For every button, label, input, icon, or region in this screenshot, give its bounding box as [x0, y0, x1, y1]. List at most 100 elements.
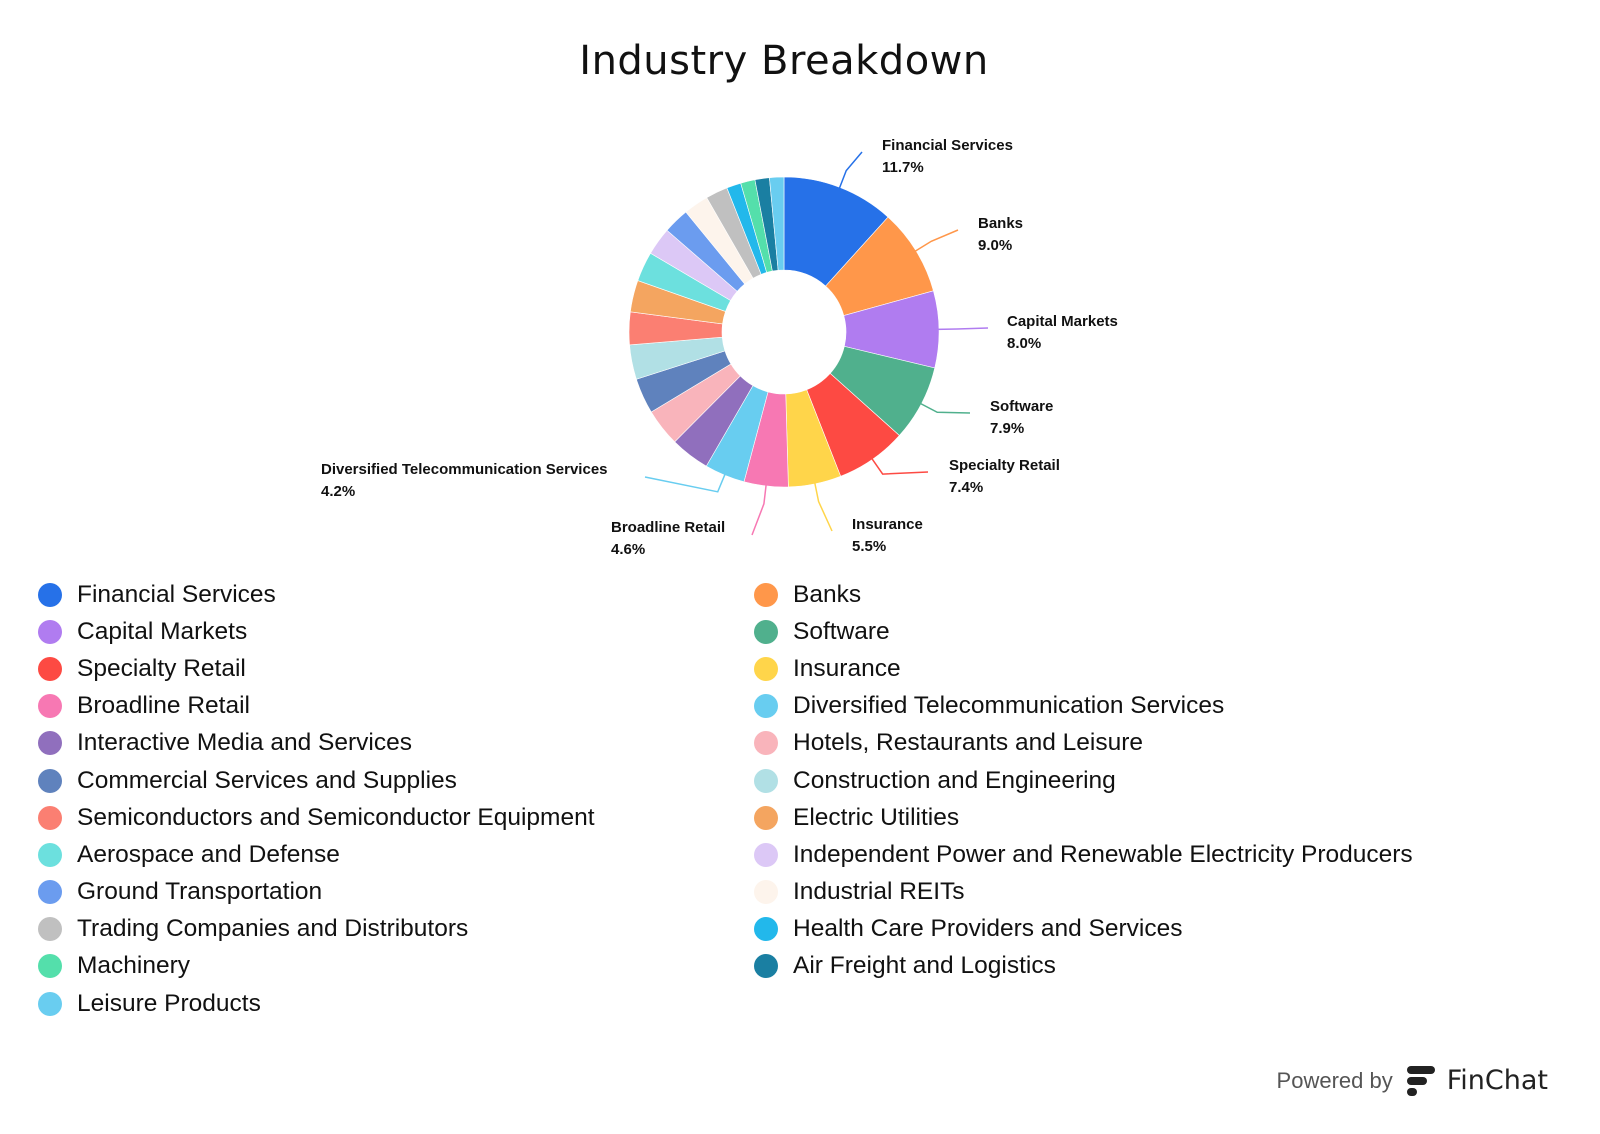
callout-label: Software 7.9%: [990, 396, 1053, 440]
legend-item[interactable]: Semiconductors and Semiconductor Equipme…: [38, 799, 754, 836]
legend-label: Semiconductors and Semiconductor Equipme…: [77, 803, 595, 831]
legend-dot-icon: [754, 880, 778, 905]
legend-dot-icon: [38, 805, 62, 830]
legend-item[interactable]: Machinery: [38, 948, 754, 985]
chart-title: Industry Breakdown: [579, 38, 989, 84]
legend-label: Software: [793, 617, 890, 645]
legend-dot-icon: [38, 582, 62, 607]
legend-label: Financial Services: [77, 580, 276, 608]
legend-dot-icon: [754, 768, 778, 793]
legend-dot-icon: [38, 768, 62, 793]
callout-line: [870, 457, 929, 475]
callout-line: [913, 229, 959, 253]
powered-by-text: Powered by: [1276, 1067, 1393, 1093]
legend-label: Capital Markets: [77, 617, 248, 645]
legend-dot-icon: [38, 619, 62, 644]
legend-item[interactable]: Aerospace and Defense: [38, 836, 754, 873]
legend: Financial Services Banks Capital Markets So…: [38, 576, 1514, 1022]
legend-item[interactable]: Diversified Telecommunication Services: [754, 688, 1514, 725]
callout-line: [644, 473, 727, 493]
callout-label: Diversified Telecommunication Services 4.…: [321, 459, 608, 503]
legend-item[interactable]: Banks: [754, 576, 1514, 613]
callout-value: 9.0%: [978, 237, 1013, 254]
legend-label: Air Freight and Logistics: [793, 952, 1056, 980]
legend-label: Machinery: [77, 952, 191, 980]
legend-item[interactable]: Trading Companies and Distributors: [38, 911, 754, 948]
legend-item[interactable]: Software: [754, 613, 1514, 650]
legend-label: Diversified Telecommunication Services: [793, 692, 1225, 720]
legend-dot-icon: [38, 880, 62, 905]
callout-value: 8.0%: [1007, 335, 1042, 352]
legend-dot-icon: [754, 694, 778, 719]
callout-line: [751, 483, 767, 536]
legend-item[interactable]: Electric Utilities: [754, 799, 1514, 836]
callout-value: 5.5%: [852, 538, 887, 555]
legend-label: Industrial REITs: [793, 878, 965, 906]
callout-label: Broadline Retail 4.6%: [611, 517, 725, 561]
legend-label: Independent Power and Renewable Electric…: [793, 840, 1413, 868]
callout-line: [919, 402, 971, 414]
legend-item[interactable]: Commercial Services and Supplies: [38, 762, 754, 799]
callout-name: Financial Services: [882, 137, 1013, 154]
legend-item[interactable]: Leisure Products: [38, 985, 754, 1022]
legend-label: Health Care Providers and Services: [793, 915, 1183, 943]
callout-line: [838, 151, 863, 190]
callout-value: 4.2%: [321, 483, 356, 500]
legend-dot-icon: [38, 917, 62, 942]
legend-item[interactable]: Construction and Engineering: [754, 762, 1514, 799]
legend-dot-icon: [38, 991, 62, 1016]
legend-item[interactable]: Insurance: [754, 650, 1514, 687]
legend-dot-icon: [38, 954, 62, 979]
callout-name: Software: [990, 398, 1054, 415]
callout-value: 7.4%: [949, 479, 984, 496]
legend-dot-icon: [38, 694, 62, 719]
legend-dot-icon: [754, 582, 778, 607]
legend-label: Electric Utilities: [793, 803, 960, 831]
legend-label: Broadline Retail: [77, 692, 250, 720]
slice-leisure-products[interactable]: [769, 176, 785, 271]
legend-dot-icon: [38, 842, 62, 867]
legend-item[interactable]: Independent Power and Renewable Electric…: [754, 836, 1514, 873]
legend-dot-icon: [754, 842, 778, 867]
legend-item[interactable]: Air Freight and Logistics: [754, 948, 1514, 985]
legend-label: Trading Companies and Distributors: [77, 915, 469, 943]
donut-chart: [628, 151, 989, 536]
callout-line: [936, 327, 989, 331]
legend-item[interactable]: Hotels, Restaurants and Leisure: [754, 725, 1514, 762]
legend-dot-icon: [754, 731, 778, 756]
legend-label: Hotels, Restaurants and Leisure: [793, 729, 1143, 757]
legend-item[interactable]: Broadline Retail: [38, 688, 754, 725]
legend-dot-icon: [38, 731, 62, 756]
legend-label: Leisure Products: [77, 989, 261, 1017]
legend-label: Construction and Engineering: [793, 766, 1116, 794]
callout-name: Specialty Retail: [949, 457, 1060, 474]
legend-dot-icon: [38, 656, 62, 681]
legend-item[interactable]: Industrial REITs: [754, 874, 1514, 911]
legend-label: Banks: [793, 580, 862, 608]
legend-item[interactable]: Specialty Retail: [38, 650, 754, 687]
legend-item[interactable]: Financial Services: [38, 576, 754, 613]
callout-label: Insurance 5.5%: [852, 514, 923, 558]
legend-item[interactable]: Health Care Providers and Services: [754, 911, 1514, 948]
callout-line: [813, 481, 833, 532]
legend-dot-icon: [754, 656, 778, 681]
callout-value: 11.7%: [882, 159, 924, 176]
callout-value: 7.9%: [990, 420, 1025, 437]
callout-label: Specialty Retail 7.4%: [949, 455, 1060, 499]
brand-name: FinChat: [1446, 1065, 1548, 1096]
legend-item[interactable]: Interactive Media and Services: [38, 725, 754, 762]
finchat-logo-icon: [1406, 1065, 1435, 1096]
callout-name: Broadline Retail: [611, 519, 726, 536]
callout-label: Banks 9.0%: [978, 213, 1023, 257]
callout-name: Insurance: [852, 516, 923, 533]
legend-item[interactable]: Capital Markets: [38, 613, 754, 650]
legend-dot-icon: [754, 619, 778, 644]
callout-label: Capital Markets 8.0%: [1007, 311, 1118, 355]
callout-value: 4.6%: [611, 541, 646, 558]
legend-item[interactable]: Ground Transportation: [38, 874, 754, 911]
callout-name: Diversified Telecommunication Services: [321, 461, 608, 478]
legend-label: Commercial Services and Supplies: [77, 766, 457, 794]
footer: Powered by FinChat: [1277, 1065, 1548, 1096]
legend-label: Interactive Media and Services: [77, 729, 412, 757]
legend-label: Insurance: [793, 654, 901, 682]
